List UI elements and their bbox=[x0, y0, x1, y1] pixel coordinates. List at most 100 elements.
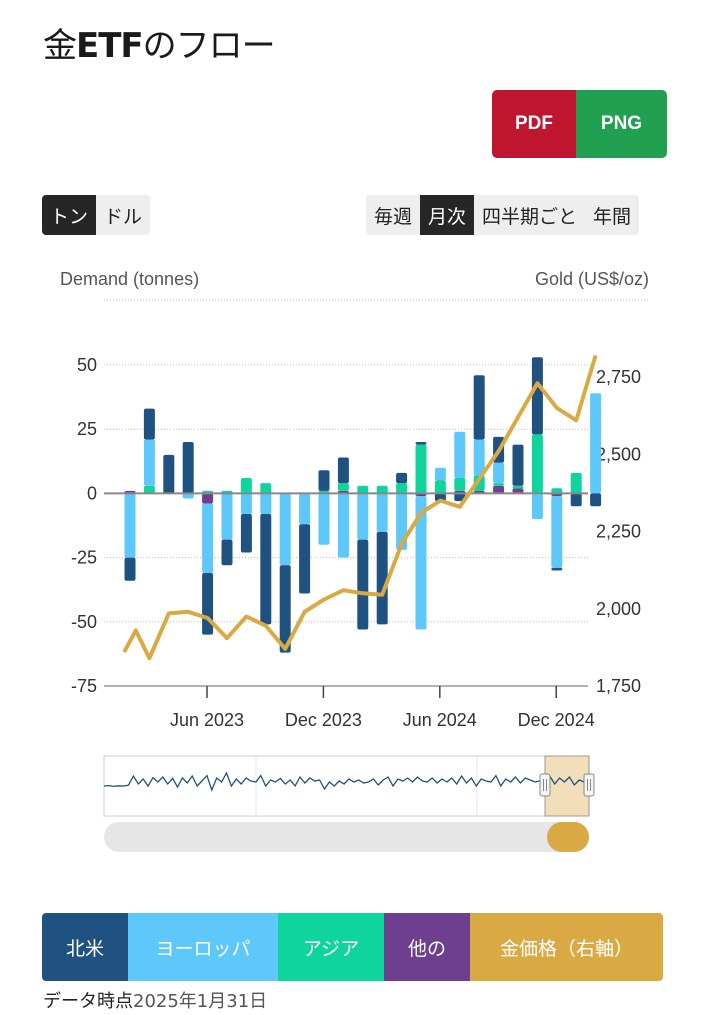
range-navigator bbox=[103, 755, 595, 852]
legend-item-europe[interactable]: ヨーロッパ bbox=[128, 913, 278, 981]
unit-option-dollars[interactable]: ドル bbox=[104, 205, 143, 228]
bar-segment-asia bbox=[396, 483, 408, 494]
bar-segment-asia bbox=[337, 483, 349, 491]
x-axis: Jun 2023 Dec 2023 Jun 2024 Dec 2024 bbox=[104, 685, 595, 730]
legend-item-asia[interactable]: アジア bbox=[278, 913, 384, 981]
bar-segment-europe bbox=[202, 503, 214, 574]
bar-segment-europe bbox=[473, 439, 485, 476]
period-option-annual[interactable]: 年間 bbox=[593, 205, 632, 228]
bar-stack[interactable] bbox=[202, 490, 214, 635]
png-download-button[interactable]: PNG bbox=[576, 90, 667, 158]
bar-stack[interactable] bbox=[512, 444, 524, 494]
bar-stack[interactable] bbox=[570, 472, 582, 507]
period-option-monthly[interactable]: 月次 bbox=[420, 195, 475, 235]
bar-segment-asia bbox=[454, 477, 466, 491]
bar-segment-europe bbox=[221, 493, 233, 540]
x-tick-label: Dec 2024 bbox=[518, 710, 595, 730]
bar-segment-europe bbox=[240, 493, 252, 514]
bar-segment-europe bbox=[551, 495, 563, 568]
bar-segment-north-america bbox=[337, 457, 349, 484]
download-buttons: PDF PNG bbox=[492, 90, 667, 158]
bar-stack[interactable] bbox=[182, 442, 194, 499]
bar-segment-europe bbox=[299, 493, 311, 525]
legend-item-north-america[interactable]: 北米 bbox=[42, 913, 128, 981]
bar-segment-north-america bbox=[415, 442, 427, 445]
bar-segment-north-america bbox=[531, 357, 543, 435]
bar-segment-europe bbox=[124, 493, 136, 558]
period-toggle: 毎週 月次 四半期ごと 年間 bbox=[366, 195, 640, 235]
y-tick-label: -50 bbox=[71, 612, 97, 632]
bar-segment-north-america bbox=[221, 539, 233, 566]
bar-segment-other bbox=[512, 488, 524, 494]
bar-stack[interactable] bbox=[357, 485, 369, 630]
bar-stack[interactable] bbox=[473, 375, 485, 494]
y-tick-label: -25 bbox=[71, 548, 97, 568]
legend: 北米 ヨーロッパ アジア 他の 金価格（右軸） bbox=[42, 913, 663, 981]
bar-segment-north-america bbox=[396, 472, 408, 484]
bar-segment-europe bbox=[143, 439, 155, 486]
scrollbar-track[interactable] bbox=[104, 822, 589, 852]
bar-segment-asia bbox=[357, 485, 369, 494]
bar-segment-europe bbox=[590, 393, 602, 494]
y2-tick-label: 2,250 bbox=[596, 522, 641, 542]
unit-option-tonnes[interactable]: トン bbox=[42, 195, 97, 235]
bar-segment-asia bbox=[434, 480, 446, 494]
bar-stack[interactable] bbox=[531, 357, 543, 520]
gold-etf-flow-chart: Demand (tonnes) Gold (US$/oz) 50 25 0 -25 -5… bbox=[60, 269, 649, 852]
y-tick-label: -75 bbox=[71, 676, 97, 696]
legend-item-gold-price[interactable]: 金価格（右軸） bbox=[470, 913, 663, 981]
bar-stack[interactable] bbox=[376, 485, 388, 625]
bar-segment-north-america bbox=[124, 557, 136, 581]
period-option-weekly[interactable]: 毎週 bbox=[374, 205, 413, 228]
navigator-handle[interactable] bbox=[539, 773, 551, 797]
bar-stack[interactable] bbox=[551, 488, 563, 571]
bar-segment-europe bbox=[434, 467, 446, 481]
bar-segment-north-america bbox=[570, 493, 582, 507]
left-axis-ticks: 50 25 0 -25 -50 -75 bbox=[71, 355, 97, 696]
bar-stack[interactable] bbox=[299, 493, 311, 594]
bar-segment-north-america bbox=[434, 493, 446, 502]
scrollbar-thumb[interactable] bbox=[547, 822, 589, 852]
bar-stack[interactable] bbox=[337, 457, 349, 558]
unit-toggle: トン ドル bbox=[42, 195, 151, 235]
pdf-download-button[interactable]: PDF bbox=[492, 90, 576, 158]
navigator-frame bbox=[103, 755, 590, 817]
bar-stack[interactable] bbox=[240, 477, 252, 553]
bar-stack[interactable] bbox=[454, 431, 466, 502]
bar-segment-europe bbox=[531, 493, 543, 520]
bar-segment-europe bbox=[182, 493, 194, 499]
bar-stack[interactable] bbox=[124, 490, 136, 581]
bar-stack[interactable] bbox=[434, 467, 446, 502]
bar-segment-asia bbox=[570, 472, 582, 494]
bar-stack[interactable] bbox=[163, 454, 175, 494]
bar-segment-north-america bbox=[260, 513, 272, 625]
bar-segment-north-america bbox=[318, 470, 330, 491]
bar-stack[interactable] bbox=[415, 442, 427, 630]
bar-stack[interactable] bbox=[260, 483, 272, 625]
bar-segment-asia bbox=[512, 485, 524, 489]
bar-stack[interactable] bbox=[143, 408, 155, 494]
navigator-selected-range[interactable] bbox=[544, 755, 590, 817]
right-axis-label: Gold (US$/oz) bbox=[535, 269, 649, 289]
period-option-quarterly[interactable]: 四半期ごと bbox=[482, 205, 578, 228]
page-title: 金ETFのフロー bbox=[43, 26, 276, 66]
bar-segment-north-america bbox=[512, 444, 524, 486]
bar-segment-north-america bbox=[299, 524, 311, 594]
legend-item-other[interactable]: 他の bbox=[384, 913, 470, 981]
bar-stack[interactable] bbox=[221, 490, 233, 566]
bar-stack[interactable] bbox=[318, 470, 330, 545]
navigator-handle[interactable] bbox=[583, 773, 595, 797]
y-tick-label: 50 bbox=[77, 355, 97, 375]
bar-stack[interactable] bbox=[590, 393, 602, 507]
bar-segment-asia bbox=[143, 485, 155, 494]
left-axis-label: Demand (tonnes) bbox=[60, 269, 199, 289]
bar-segment-asia bbox=[493, 483, 505, 486]
right-axis-ticks: 2,750 2,500 2,250 2,000 1,750 bbox=[596, 367, 641, 696]
bar-segment-north-america bbox=[240, 513, 252, 553]
bar-segment-north-america bbox=[143, 408, 155, 440]
bar-segment-north-america bbox=[279, 565, 291, 653]
bar-segment-north-america bbox=[163, 454, 175, 494]
bar-segment-asia bbox=[415, 444, 427, 494]
x-tick-label: Dec 2023 bbox=[285, 710, 362, 730]
bar-stack[interactable] bbox=[279, 493, 291, 653]
